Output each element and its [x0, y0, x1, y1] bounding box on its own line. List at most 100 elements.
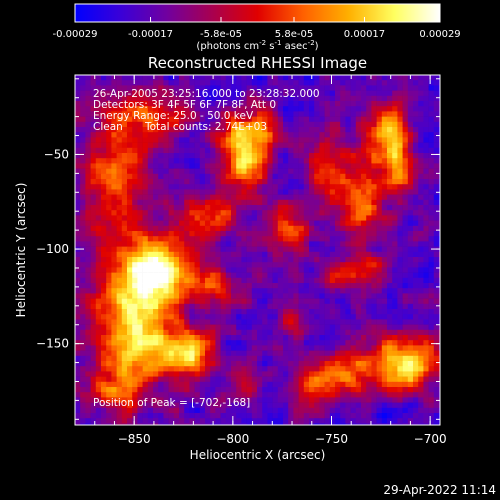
- heatmap-cell: [132, 116, 138, 123]
- heatmap-cell: [267, 381, 273, 388]
- heatmap-cell: [121, 371, 128, 377]
- heatmap-cell: [220, 392, 227, 398]
- heatmap-cell: [288, 309, 294, 315]
- heatmap-cell: [428, 153, 435, 159]
- heatmap-cell: [413, 329, 419, 336]
- heatmap-cell: [402, 329, 409, 336]
- heatmap-cell: [158, 392, 164, 398]
- heatmap-cell: [184, 210, 190, 216]
- heatmap-cell: [127, 387, 133, 393]
- heatmap-cell: [142, 303, 149, 310]
- heatmap-cell: [147, 251, 154, 258]
- heatmap-cell: [428, 329, 435, 336]
- heatmap-cell: [319, 189, 325, 195]
- heatmap-cell: [220, 147, 227, 154]
- heatmap-cell: [277, 137, 284, 143]
- heatmap-cell: [127, 189, 133, 195]
- heatmap-cell: [220, 210, 227, 216]
- heatmap-cell: [366, 350, 372, 357]
- heatmap-cell: [397, 173, 403, 180]
- heatmap-cell: [262, 381, 268, 388]
- heatmap-cell: [340, 283, 346, 289]
- heatmap-cell: [220, 80, 227, 86]
- heatmap-cell: [173, 153, 180, 159]
- heatmap-cell: [199, 298, 206, 305]
- heatmap-cell: [387, 231, 393, 237]
- heatmap-cell: [366, 189, 372, 195]
- heatmap-cell: [251, 241, 258, 247]
- heatmap-cell: [90, 205, 97, 211]
- heatmap-cell: [163, 413, 169, 419]
- heatmap-cell: [147, 387, 154, 393]
- heatmap-cell: [371, 153, 377, 159]
- heatmap-cell: [355, 236, 362, 242]
- heatmap-cell: [194, 303, 201, 310]
- heatmap-cell: [111, 345, 117, 351]
- heatmap-cell: [251, 147, 258, 154]
- heatmap-cell: [236, 101, 242, 107]
- heatmap-cell: [340, 236, 346, 242]
- heatmap-cell: [80, 272, 86, 279]
- heatmap-cell: [194, 397, 201, 403]
- heatmap-cell: [350, 127, 357, 133]
- heatmap-cell: [116, 127, 123, 133]
- heatmap-cell: [361, 80, 367, 86]
- heatmap-cell: [428, 262, 435, 268]
- heatmap-cell: [75, 80, 81, 86]
- heatmap-cell: [397, 314, 403, 320]
- heatmap-cell: [246, 163, 253, 169]
- heatmap-cell: [319, 423, 325, 425]
- heatmap-cell: [303, 257, 310, 263]
- heatmap-cell: [116, 387, 123, 393]
- heatmap-cell: [127, 361, 133, 367]
- heatmap-cell: [158, 225, 164, 232]
- heatmap-cell: [314, 324, 320, 331]
- heatmap-cell: [246, 168, 253, 175]
- heatmap-cell: [319, 184, 325, 190]
- heatmap-cell: [75, 381, 81, 388]
- heatmap-cell: [402, 246, 409, 253]
- heatmap-cell: [392, 225, 398, 232]
- heatmap-cell: [418, 147, 424, 154]
- heatmap-cell: [127, 199, 133, 206]
- heatmap-cell: [283, 111, 289, 117]
- heatmap-cell: [387, 106, 393, 112]
- heatmap-cell: [345, 85, 351, 91]
- heatmap-cell: [241, 355, 247, 362]
- colorbar-tick-label: -0.00017: [128, 29, 173, 40]
- heatmap-cell: [205, 132, 211, 138]
- heatmap-cell: [392, 101, 398, 107]
- heatmap-cell: [402, 324, 409, 331]
- heatmap-cell: [298, 137, 305, 143]
- heatmap-cell: [340, 127, 346, 133]
- heatmap-cell: [433, 95, 440, 102]
- heatmap-cell: [392, 329, 398, 336]
- heatmap-cell: [345, 194, 351, 201]
- heatmap-cell: [106, 329, 112, 336]
- heatmap-cell: [423, 241, 429, 247]
- heatmap-cell: [116, 298, 123, 305]
- heatmap-cell: [225, 413, 232, 419]
- heatmap-cell: [392, 381, 398, 388]
- heatmap-cell: [283, 121, 289, 128]
- heatmap-cell: [366, 257, 372, 263]
- heatmap-cell: [121, 267, 128, 273]
- heatmap-cell: [428, 355, 435, 362]
- heatmap-cell: [293, 194, 299, 201]
- heatmap-cell: [402, 402, 409, 409]
- heatmap-cell: [194, 423, 201, 425]
- heatmap-cell: [283, 231, 289, 237]
- heatmap-cell: [376, 137, 383, 143]
- heatmap-cell: [257, 111, 263, 117]
- heatmap-cell: [350, 158, 357, 164]
- heatmap-cell: [340, 387, 346, 393]
- heatmap-cell: [433, 329, 440, 336]
- heatmap-cell: [381, 277, 388, 284]
- heatmap-cell: [194, 179, 201, 185]
- heatmap-cell: [397, 121, 403, 128]
- heatmap-cell: [121, 194, 128, 201]
- heatmap-cell: [423, 262, 429, 268]
- heatmap-cell: [303, 407, 310, 414]
- heatmap-cell: [376, 376, 383, 383]
- heatmap-cell: [387, 215, 393, 221]
